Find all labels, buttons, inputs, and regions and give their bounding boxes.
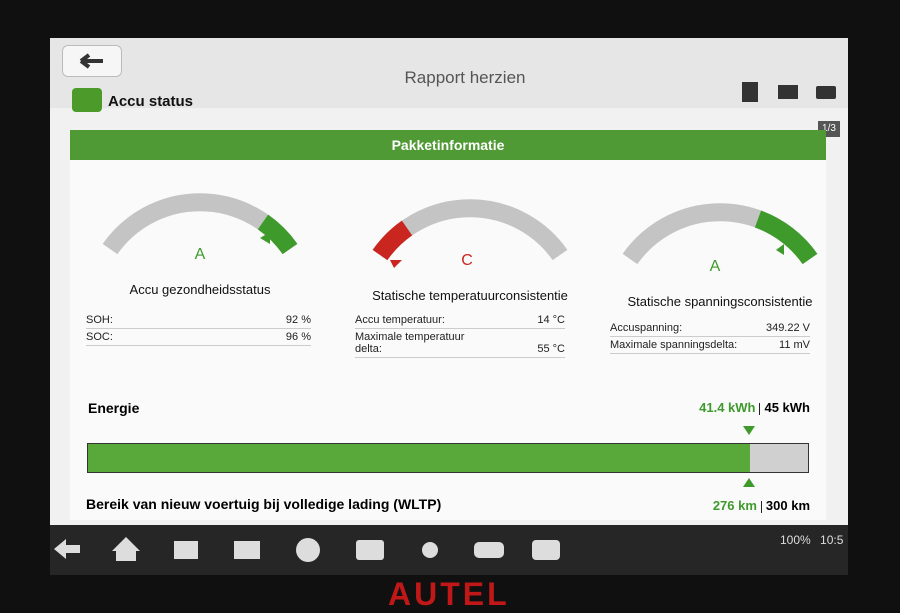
home-nav[interactable] [112,537,140,561]
info-row: SOH: 92 % [86,312,311,329]
energy-current: 41.4 kWh [699,400,756,415]
grade: A [194,246,206,263]
browser-nav[interactable] [296,538,320,562]
range-label: Bereik van nieuw voertuig bij volledige … [86,496,442,512]
energy-fill [88,444,751,472]
row-value: 96 % [285,331,311,343]
back-button[interactable] [62,45,122,77]
row-label: Maximale temperatuur delta: [355,331,465,355]
gauge [102,193,298,255]
energy-marker [743,426,756,435]
support-nav[interactable] [532,540,560,560]
row-label: SOC: [86,331,113,343]
recent-nav[interactable] [234,541,260,559]
print-button[interactable] [816,86,836,99]
info-row: Accu temperatuur: 14 °C [355,312,565,329]
row-value: 14 °C [537,314,565,326]
nav-icons [54,537,560,562]
navigation-bar: 100% 10:5 [50,525,848,575]
section-icon [72,88,102,112]
back-icon [79,53,103,69]
back-nav[interactable] [54,539,80,559]
status: 100% 10:5 [780,533,843,547]
brightness-nav[interactable] [422,542,438,558]
row-value: 349.22 V [765,322,810,334]
gauge [372,199,568,268]
row-label: SOH: [86,314,113,326]
section-title: Accu status [108,93,194,110]
grade: C [461,252,473,269]
info-row: Maximale temperatuur delta: 55 °C [355,329,565,358]
info-row: SOC: 96 % [86,329,311,346]
energy-bar [87,443,809,473]
range-total: 300 km [765,498,810,513]
gauge-label: Statische temperatuurconsistentie [372,288,568,303]
mail-button[interactable] [778,85,798,99]
pdf-button[interactable] [742,82,758,102]
info-table: Accu temperatuur: 14 °C Maximale temperatu… [355,312,565,358]
brand: AUTEL [388,576,510,612]
row-label: Accuspanning: [610,322,683,334]
vehicle-nav[interactable] [474,542,504,558]
panel: Pakketinformatie A Accu gezondheidsstatu… [70,130,826,520]
info-row: Maximale spanningsdelta: 11 mV [610,337,810,354]
row-value: 11 mV [779,339,810,351]
gauge [622,203,818,265]
screen-photo: Rapport herzien Accu status 1/3 Pakketin… [50,38,848,612]
range-values: 276 km 300 km [713,498,810,513]
separator [760,500,762,513]
info-row: Accuspanning: 349.22 V [610,320,810,337]
toolbar-icons [742,82,836,102]
row-value: 55 °C [537,343,565,355]
title-bar [50,38,848,108]
row-label: Maximale spanningsdelta: [610,339,738,351]
app-screen: Rapport herzien Accu status 1/3 Pakketin… [50,38,848,525]
gauge-label: Statische spanningsconsistentie [627,294,813,309]
energy-label: Energie [88,400,140,416]
info-table: SOH: 92 % SOC: 96 % [86,312,311,346]
panel-title: Pakketinformatie [70,130,826,160]
page-title: Rapport herzien [404,68,526,87]
range-marker [743,478,756,487]
row-label: Accu temperatuur: [355,314,445,326]
range-current: 276 km [712,498,757,513]
battery-level: 100% [780,533,811,547]
gauge-label: Accu gezondheidsstatus [129,282,271,297]
garage-nav[interactable] [174,541,198,559]
grade: A [709,258,721,275]
energy-values: 41.4 kWh 45 kWh [699,400,810,415]
clock: 10:5 [820,533,844,547]
camera-nav[interactable] [356,540,384,560]
row-value: 92 % [285,314,311,326]
separator [759,402,761,415]
info-table: Accuspanning: 349.22 V Maximale spanningsd… [610,320,810,354]
energy-total: 45 kWh [764,400,810,415]
